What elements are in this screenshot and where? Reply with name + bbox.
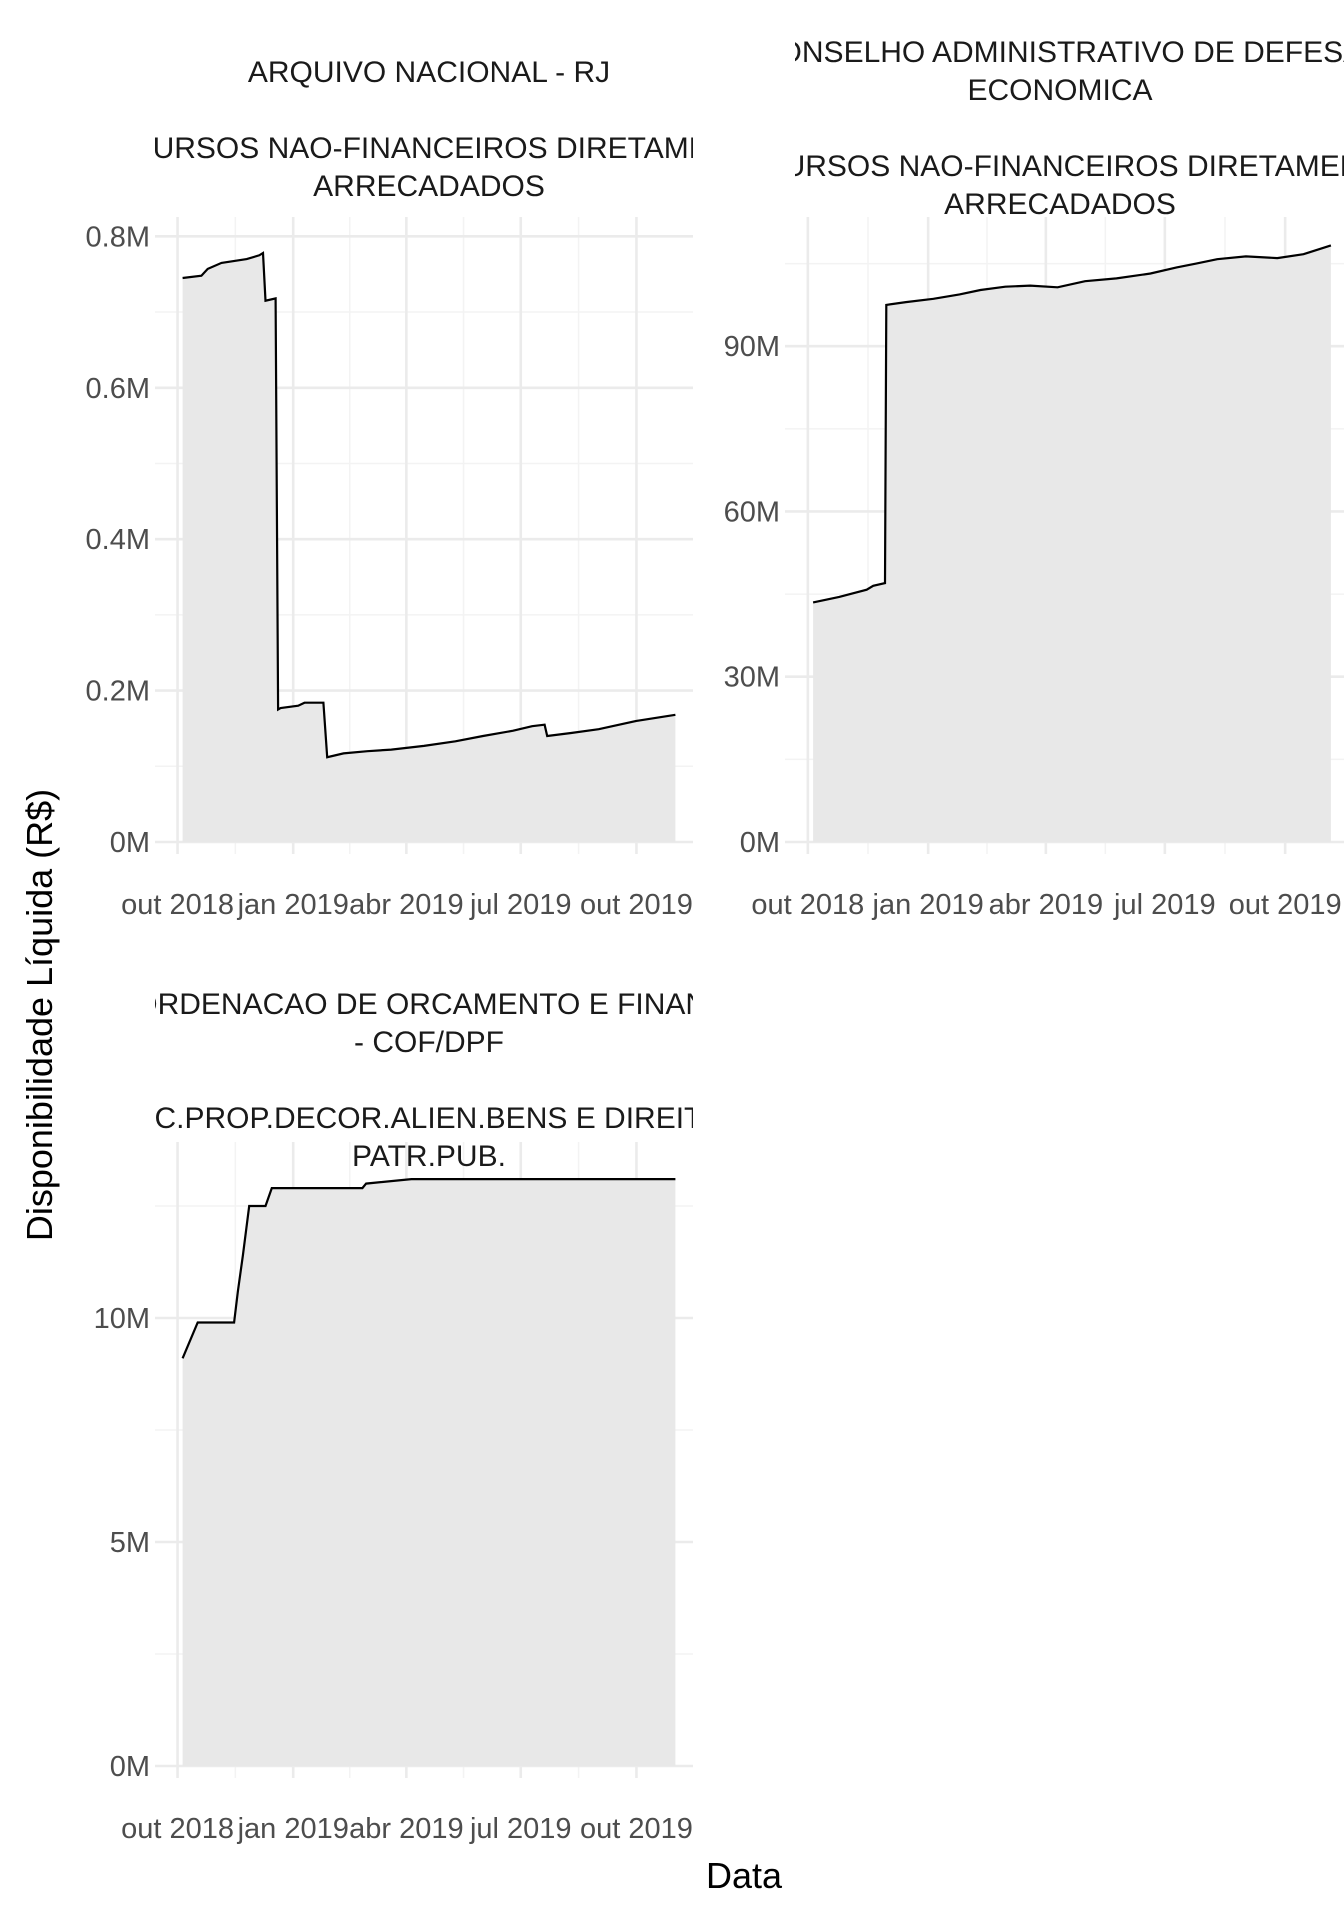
panel-2-y-ticks: 0M 5M 10M xyxy=(94,1303,150,1783)
x-tick-label: jul 2019 xyxy=(469,1813,572,1845)
facet-title-line: ARRECADADOS xyxy=(944,188,1176,221)
facet-title-line: ARQUIVO NACIONAL - RJ xyxy=(248,56,610,89)
facet-panel-cade: 0M 30M 60M 90M out 2018 jan 2019 abr 2019 jul … xyxy=(720,36,1344,921)
x-tick-label: out 2019 xyxy=(580,1813,693,1845)
y-tick-label: 5M xyxy=(110,1527,150,1559)
panel-2-line xyxy=(181,1178,676,1359)
y-tick-label: 0.2M xyxy=(86,676,150,708)
y-tick-label: 90M xyxy=(724,331,780,363)
y-tick-label: 0M xyxy=(110,827,150,859)
x-tick-label: out 2018 xyxy=(121,1813,234,1845)
panel-2-title: COORDENACAO DE ORCAMENTO E FINANCAS - COF… xyxy=(89,988,769,1173)
facet-title-line: ECONOMICA xyxy=(967,74,1152,107)
facet-title-line: ARRECADADOS xyxy=(313,170,545,203)
facet-title-line: PATR.PUB. xyxy=(352,1140,506,1173)
facet-title-line: CONSELHO ADMINISTRATIVO DE DEFESA xyxy=(757,36,1344,69)
panel-0-title: ARQUIVO NACIONAL - RJ RECURSOS NAO-FINANC… xyxy=(89,56,769,203)
facet-panel-arquivo-nacional: 0M 0.2M 0.4M 0.6M 0.8M out 2018 jan 2019 abr 2… xyxy=(86,56,769,921)
y-tick-label: 0.4M xyxy=(86,524,150,556)
facet-panel-cof-dpf: 0M 5M 10M out 2018 jan 2019 abr 2019 jul 2019… xyxy=(89,988,769,1845)
facet-title-line: - COF/DPF xyxy=(354,1026,504,1059)
x-tick-label: abr 2019 xyxy=(349,1813,464,1845)
x-tick-label: abr 2019 xyxy=(349,889,464,921)
x-tick-label: jul 2019 xyxy=(1113,889,1216,921)
y-tick-label: 30M xyxy=(724,662,780,694)
y-axis-title: Disponibilidade Líquida (R$) xyxy=(19,789,60,1241)
panel-1-title: CONSELHO ADMINISTRATIVO DE DEFESA ECONOMI… xyxy=(720,36,1344,221)
facet-title-line: RECURSOS NAO-FINANCEIROS DIRETAMENTE xyxy=(720,150,1344,183)
panel-1-x-ticks: out 2018 jan 2019 abr 2019 jul 2019 out 2019 xyxy=(751,889,1341,921)
x-tick-label: jan 2019 xyxy=(237,889,349,921)
panel-0-x-ticks: out 2018 jan 2019 abr 2019 jul 2019 out 2019 xyxy=(121,889,693,921)
y-tick-label: 0.6M xyxy=(86,373,150,405)
panel-0-area xyxy=(182,253,676,842)
y-tick-label: 0M xyxy=(740,827,780,859)
y-tick-label: 0M xyxy=(110,1751,150,1783)
panel-2-area xyxy=(182,1179,676,1766)
panel-2-x-ticks: out 2018 jan 2019 abr 2019 jul 2019 out 2019 xyxy=(121,1813,693,1845)
x-tick-label: out 2019 xyxy=(580,889,693,921)
panel-1-area xyxy=(813,245,1331,842)
panel-1-line xyxy=(812,244,1332,604)
x-axis-title: Data xyxy=(706,1855,783,1896)
facet-title-line: RECURSOS NAO-FINANCEIROS DIRETAMENTE xyxy=(89,132,769,165)
x-tick-label: jan 2019 xyxy=(237,1813,349,1845)
x-tick-label: abr 2019 xyxy=(989,889,1104,921)
panel-0-line xyxy=(182,251,676,759)
x-tick-label: out 2018 xyxy=(121,889,234,921)
x-tick-label: jul 2019 xyxy=(469,889,572,921)
y-tick-label: 60M xyxy=(724,496,780,528)
panel-1-y-ticks: 0M 30M 60M 90M xyxy=(724,331,780,859)
facet-title-line: REC.PROP.DECOR.ALIEN.BENS E DIREITOS xyxy=(113,1102,745,1135)
x-tick-label: out 2018 xyxy=(751,889,864,921)
x-tick-label: jan 2019 xyxy=(872,889,984,921)
panel-0-y-ticks: 0M 0.2M 0.4M 0.6M 0.8M xyxy=(86,221,150,859)
facet-title-line: COORDENACAO DE ORCAMENTO E FINANCAS xyxy=(89,988,769,1021)
y-tick-label: 0.8M xyxy=(86,221,150,253)
x-tick-label: out 2019 xyxy=(1229,889,1342,921)
y-tick-label: 10M xyxy=(94,1303,150,1335)
